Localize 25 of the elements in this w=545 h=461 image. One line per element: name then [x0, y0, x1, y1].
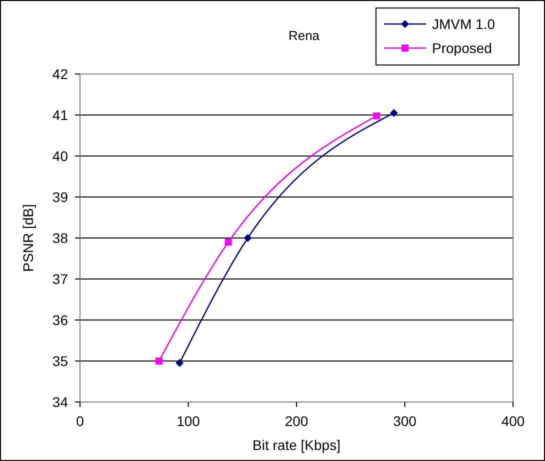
x-tick-label: 300 [393, 413, 417, 429]
y-tick-label: 38 [52, 230, 68, 246]
x-axis-title: Bit rate [Kbps] [252, 437, 340, 453]
point [224, 238, 232, 246]
x-tick-label: 200 [284, 413, 308, 429]
y-axis-title: PSNR [dB] [20, 204, 36, 272]
y-tick-label: 34 [52, 394, 68, 410]
y-tick-label: 40 [52, 148, 68, 164]
point [373, 112, 380, 120]
point [176, 359, 184, 368]
chart-title: Rena [288, 28, 320, 43]
point [390, 108, 398, 117]
y-tick-label: 41 [52, 107, 68, 123]
x-tick-label: 100 [176, 413, 200, 429]
y-tick-label: 37 [52, 271, 68, 287]
x-tick-label: 400 [501, 413, 525, 429]
y-tick-label: 36 [52, 312, 68, 328]
y-tick-label: 35 [52, 353, 68, 369]
y-tick-label: 42 [52, 66, 68, 82]
point [244, 234, 252, 242]
x-tick-label: 0 [76, 413, 84, 429]
legend-label: JMVM 1.0 [432, 16, 496, 32]
point [156, 358, 163, 364]
legend-label: Proposed [432, 40, 492, 56]
y-tick-label: 39 [52, 189, 68, 205]
